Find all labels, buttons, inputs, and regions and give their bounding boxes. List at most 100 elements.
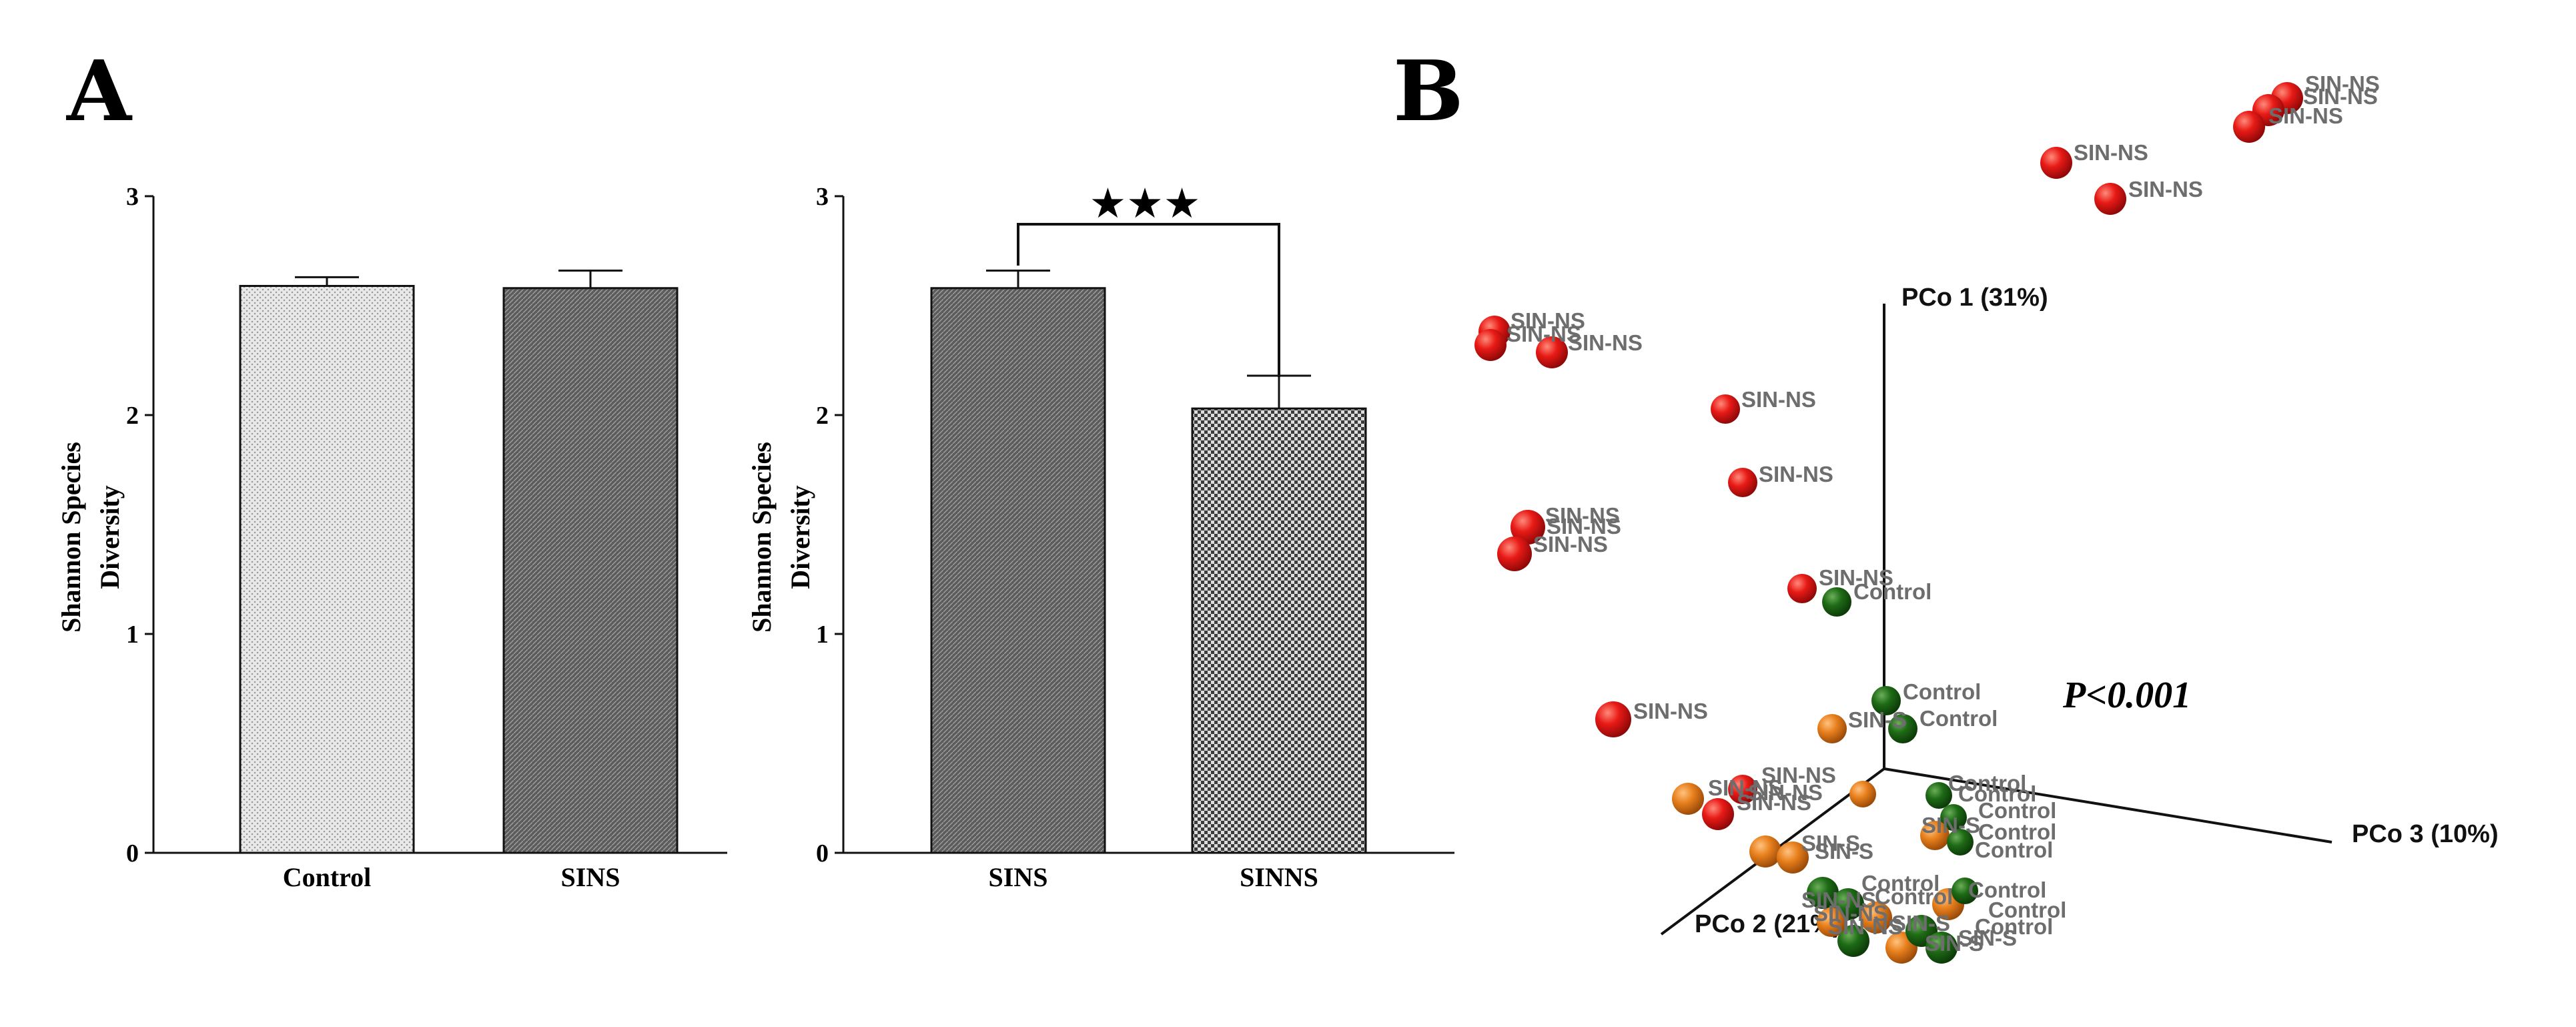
y-tick-label-3: 3: [126, 183, 139, 211]
point-sin-ns: [1511, 510, 1545, 545]
bar-control: [239, 284, 415, 854]
point-label: SIN-NS: [1568, 330, 1643, 355]
y-tick-label-2: 2: [126, 402, 139, 430]
point-control: [1837, 925, 1869, 957]
point-sin-ns: [1787, 574, 1817, 603]
x-label-sinns: SINNS: [1240, 862, 1318, 892]
pco2-axis-label: PCo 2 (21%): [1695, 910, 1841, 938]
significance-stars: ★★★: [1090, 179, 1201, 228]
point-label: SIN-NS: [1511, 308, 1585, 333]
y-axis-label-line1-right: Shannon Species: [747, 442, 777, 633]
y-tick-label-1: 1: [126, 621, 139, 649]
point-label: Control: [1975, 914, 2053, 939]
pcoa-points: SIN-NS SIN-NS SIN-NS SIN-NS SIN-NS SIN-N…: [1474, 71, 2380, 964]
point-label: SIN-NS: [2074, 140, 2148, 165]
point-control: [1947, 829, 1974, 855]
point-label: SIN-NS: [2305, 71, 2380, 96]
bar-sins: [502, 287, 679, 854]
point-label: Control: [1968, 878, 2046, 902]
point-sin-ns: [1728, 468, 1757, 497]
y-tick-label-1: 1: [816, 621, 829, 649]
point-label: Control: [1861, 871, 1940, 896]
point-sin-ns: [1595, 701, 1631, 737]
point-sin-ns: [2233, 111, 2265, 143]
point-control: [1822, 587, 1851, 617]
point-label: SIN-NS: [1547, 514, 1621, 539]
y-axis-label-line1: Shannon Species: [56, 442, 86, 633]
point-control: [1807, 877, 1839, 909]
point-label: SIN-S: [1925, 931, 1984, 956]
point-label: Control: [1853, 579, 1931, 604]
y-tick-label-3: 3: [816, 183, 829, 211]
y-ticks-right: 0 1 2 3: [816, 183, 843, 868]
bar-chart-control-vs-sins: Shannon Species Diversity 0 1 2 3 Contro…: [56, 183, 727, 892]
pco3-axis-line: [1883, 767, 2332, 843]
pco1-axis-label: PCo 1 (31%): [1901, 284, 2048, 312]
point-label: SIN-NS: [1708, 775, 1783, 800]
y-axis-label-line2-right: Diversity: [785, 485, 815, 589]
point-label: Control: [1919, 706, 1998, 731]
point-sin-s: [1920, 821, 1950, 850]
point-label: SIN-S: [1848, 707, 1907, 732]
point-label: SIN-NS: [1737, 790, 1811, 815]
point-sin-ns: [1728, 775, 1757, 804]
point-label: SIN-S: [1921, 813, 1980, 837]
point-control: [1940, 804, 1967, 831]
pco3-axis-label: PCo 3 (10%): [2352, 820, 2499, 848]
point-label: SIN-NS: [2128, 177, 2203, 202]
x-label-sins: SINS: [561, 862, 620, 892]
p-value-annotation: P<0.001: [2062, 675, 2191, 716]
point-sin-ns: [2094, 183, 2126, 215]
point-label: SIN-NS: [1819, 565, 1893, 590]
point-sin-s: [1749, 835, 1781, 868]
point-control: [1952, 878, 1978, 904]
point-label: SIN-NS: [1507, 322, 1581, 346]
point-sin-ns: [2040, 147, 2072, 179]
point-label: SIN-NS: [1633, 699, 1708, 723]
point-label: SIN-S: [1815, 839, 1873, 864]
point-label: SIN-NS: [1533, 532, 1608, 557]
point-control: [1871, 686, 1901, 715]
point-label: SIN-NS: [1545, 503, 1620, 528]
point-label: Control: [1978, 798, 2056, 823]
point-label: Control: [1988, 898, 2066, 922]
point-label: SIN-NS: [1741, 387, 1816, 412]
point-label: SIN-NS: [2303, 84, 2378, 109]
point-sin-s: [1672, 783, 1704, 815]
bar-sinns: [1191, 407, 1367, 854]
y-tick-label-2: 2: [816, 402, 829, 430]
point-sin-s: [1777, 841, 1809, 874]
x-label-control: Control: [283, 862, 372, 892]
point-label: Control: [1958, 781, 2036, 806]
point-control: [1925, 782, 1952, 809]
pcoa-3d-plot: PCo 1 (31%) PCo 3 (10%) PCo 2 (21%) P<0.…: [1474, 71, 2499, 964]
point-label: SIN-S: [1801, 831, 1860, 855]
y-tick-label-0: 0: [816, 839, 829, 868]
bar-chart-sins-vs-sinns: Shannon Species Diversity 0 1 2 3 ★★★ SI…: [747, 179, 1454, 892]
point-sin-s: [1860, 902, 1892, 934]
point-label: Control: [1948, 771, 2026, 795]
point-control: [1925, 932, 1958, 964]
point-label: SIN-NS: [1801, 888, 1876, 912]
point-sin-ns: [1474, 329, 1507, 361]
bar-sins-right: [930, 287, 1106, 854]
point-sin-ns: [1711, 394, 1740, 424]
point-label: Control: [1903, 679, 1981, 704]
point-sin-s: [1817, 908, 1846, 937]
x-label-sins-right: SINS: [989, 862, 1048, 892]
bars-right: [930, 270, 1367, 854]
point-label: Control: [1875, 884, 1953, 909]
point-sin-s: [1817, 714, 1847, 743]
point-sin-ns: [1702, 798, 1734, 830]
bars: [239, 270, 679, 854]
point-sin-s: [1849, 781, 1876, 807]
point-label: SIN-NS: [1813, 901, 1888, 926]
y-tick-label-0: 0: [126, 839, 139, 868]
point-label: SIN-S: [1891, 911, 1950, 936]
point-label: SIN-S: [1958, 926, 2017, 950]
point-label: SIN-NS: [2268, 103, 2343, 128]
y-axis-label-line2: Diversity: [95, 485, 125, 589]
significance-bracket: [1017, 223, 1280, 377]
point-label: SIN-NS: [1828, 914, 1903, 939]
